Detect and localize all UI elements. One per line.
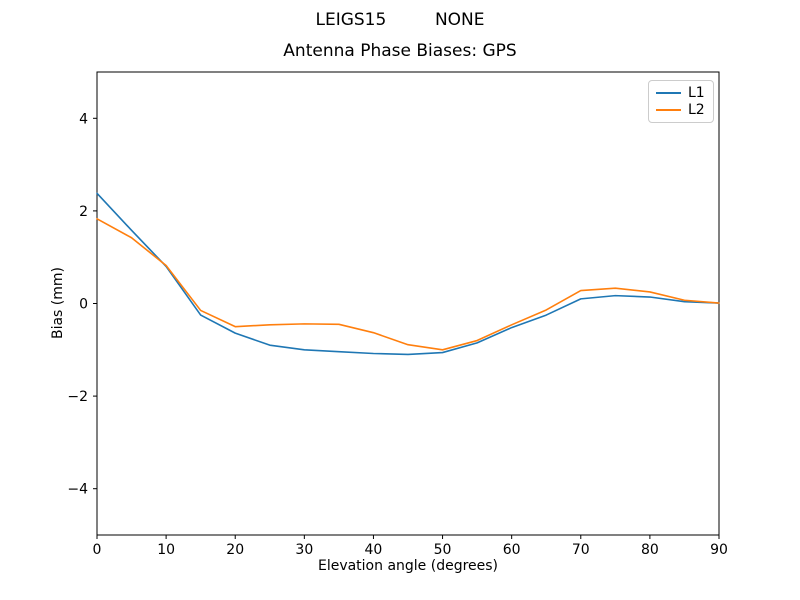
x-tick-label: 10 xyxy=(157,542,175,558)
legend-entry-l1: L1 xyxy=(656,86,706,100)
x-tick-label: 20 xyxy=(226,542,244,558)
y-tick-label: 0 xyxy=(79,297,88,313)
y-tick-label: −2 xyxy=(67,389,88,405)
y-axis-label: Bias (mm) xyxy=(50,266,66,340)
y-tick-label: −4 xyxy=(67,482,88,498)
figure-suptitle: LEIGS15 NONE xyxy=(315,10,485,30)
x-axis-label: Elevation angle (degrees) xyxy=(317,558,499,574)
x-tick-label: 60 xyxy=(503,542,521,558)
x-tick-label: 90 xyxy=(710,542,728,558)
x-tick-label: 80 xyxy=(641,542,659,558)
legend-line-swatch-l2 xyxy=(656,109,681,111)
x-tick-label: 40 xyxy=(365,542,383,558)
y-tick-label: 2 xyxy=(79,204,88,220)
legend-line-swatch-l1 xyxy=(656,92,681,94)
x-tick-label: 0 xyxy=(93,542,102,558)
x-tick-label: 50 xyxy=(434,542,452,558)
axes-frame xyxy=(96,71,720,536)
legend-label-l2: L2 xyxy=(688,102,705,118)
series-line-l2 xyxy=(96,217,720,351)
x-tick-label: 30 xyxy=(295,542,313,558)
y-tick-label: 4 xyxy=(79,111,88,127)
chart-title: Antenna Phase Biases: GPS xyxy=(283,41,517,61)
legend-entry-l2: L2 xyxy=(656,103,706,117)
series-line-l1 xyxy=(96,192,720,356)
x-tick-label: 70 xyxy=(572,542,590,558)
legend: L1 L2 xyxy=(648,80,714,123)
legend-label-l1: L1 xyxy=(688,85,705,101)
